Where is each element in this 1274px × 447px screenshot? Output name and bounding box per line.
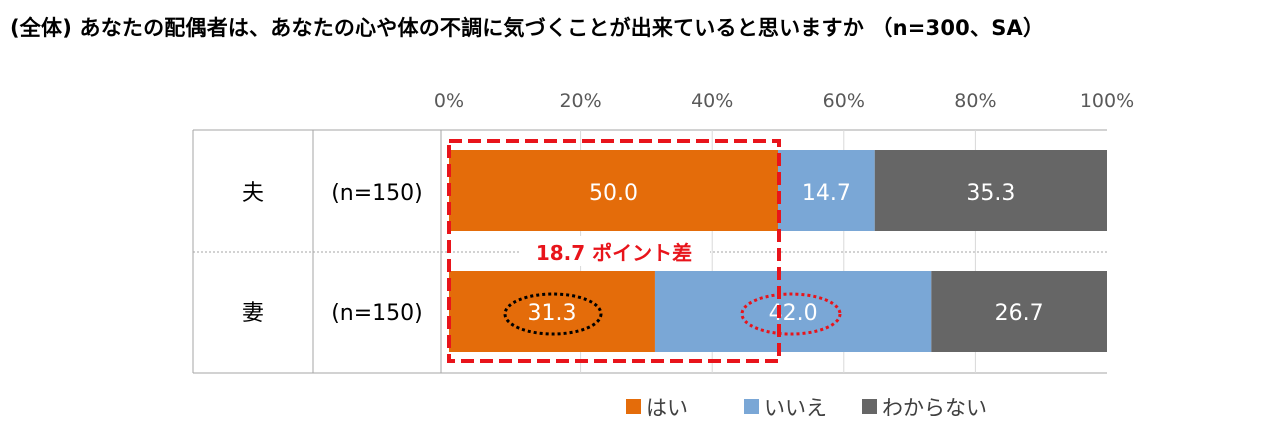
data-label: 26.7	[995, 301, 1044, 326]
sample-size-label: (n=150)	[331, 181, 423, 206]
legend-swatch	[744, 399, 759, 414]
bar-segment	[778, 150, 875, 231]
bar-segment	[931, 271, 1107, 352]
legend-label: わからない	[882, 396, 987, 420]
difference-annotation: 18.7 ポイント差	[536, 241, 692, 265]
data-label: 42.0	[769, 301, 818, 326]
data-label: 31.3	[527, 301, 576, 326]
row-label: 夫	[242, 181, 264, 206]
bar-segment	[449, 150, 778, 231]
data-label: 35.3	[966, 181, 1015, 206]
highlight-box	[447, 139, 781, 363]
legend-swatch	[862, 399, 877, 414]
annotation-background	[520, 236, 710, 266]
x-tick-label: 60%	[823, 90, 865, 112]
chart-title: (全体) あなたの配偶者は、あなたの心や体の不調に気づくことが出来ていると思いま…	[10, 16, 1045, 40]
row-label: 妻	[242, 301, 264, 326]
data-label: 14.7	[802, 181, 851, 206]
x-tick-label: 40%	[691, 90, 733, 112]
highlight-ellipse-wife-no	[740, 292, 842, 336]
sample-size-label: (n=150)	[331, 301, 423, 326]
bar-segment	[449, 271, 655, 352]
legend-label: はい	[646, 396, 688, 420]
legend-label: いいえ	[764, 396, 827, 420]
data-label: 50.0	[589, 181, 638, 206]
x-tick-label: 80%	[954, 90, 996, 112]
bar-segment	[654, 271, 932, 352]
highlight-ellipse-wife-yes	[503, 292, 603, 336]
legend-swatch	[626, 399, 641, 414]
x-tick-label: 0%	[434, 90, 464, 112]
bar-segment	[874, 150, 1107, 231]
x-tick-label: 100%	[1080, 90, 1134, 112]
x-tick-label: 20%	[559, 90, 601, 112]
